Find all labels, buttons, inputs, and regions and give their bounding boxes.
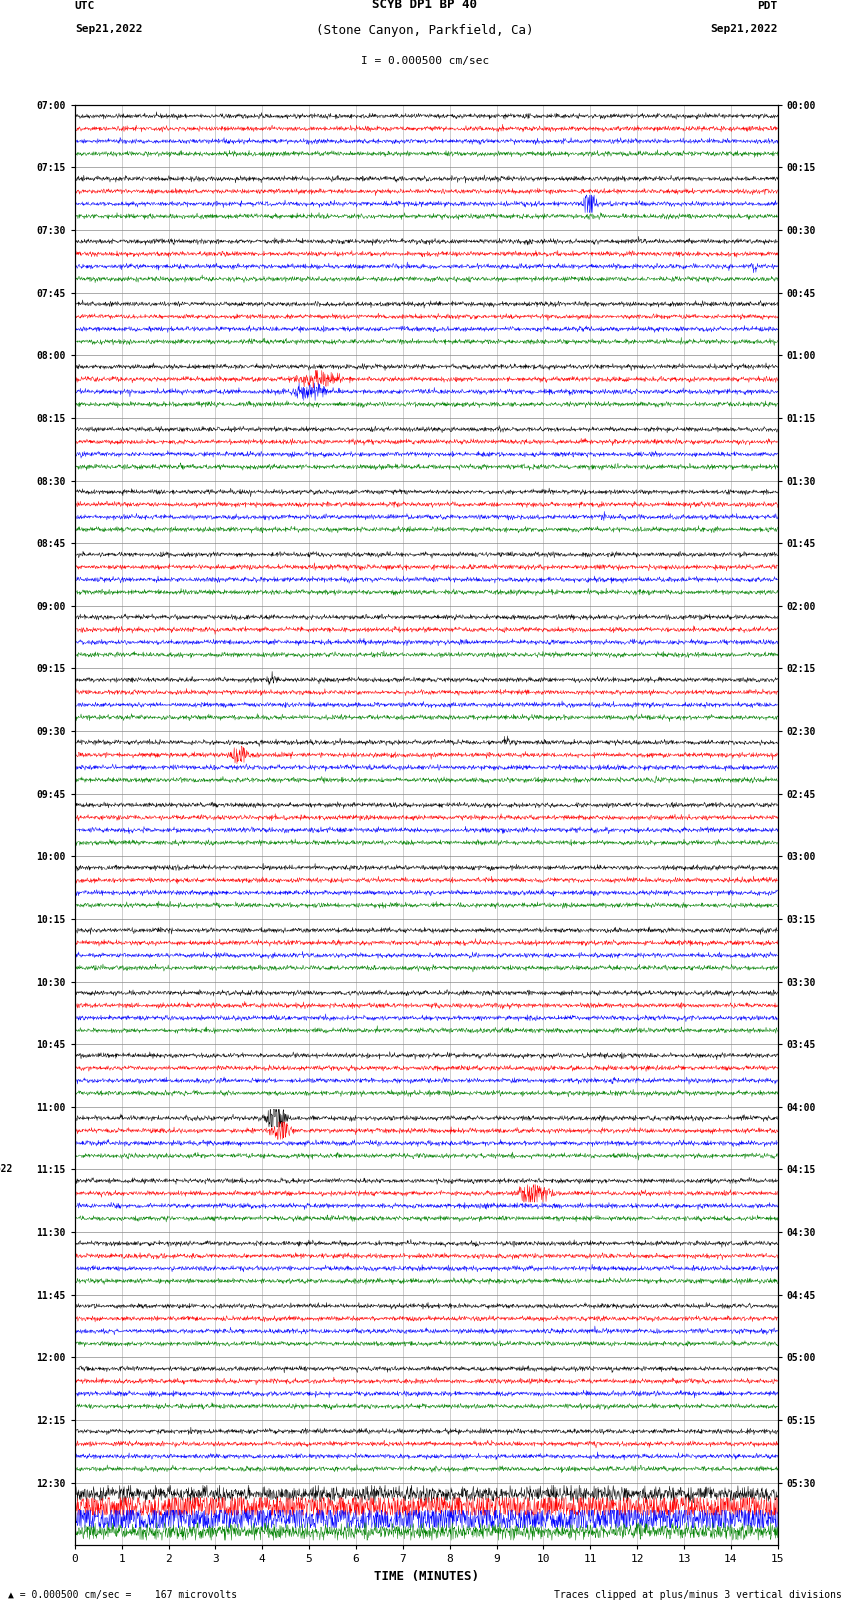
Text: Sep22: Sep22 [0,1165,12,1174]
Text: Sep21,2022: Sep21,2022 [75,24,142,34]
Text: (Stone Canyon, Parkfield, Ca): (Stone Canyon, Parkfield, Ca) [316,24,534,37]
Text: ▲ = 0.000500 cm/sec =    167 microvolts: ▲ = 0.000500 cm/sec = 167 microvolts [8,1590,238,1600]
Text: PDT: PDT [757,2,778,11]
Text: SCYB DP1 BP 40: SCYB DP1 BP 40 [372,0,478,11]
Text: Traces clipped at plus/minus 3 vertical divisions: Traces clipped at plus/minus 3 vertical … [553,1590,842,1600]
X-axis label: TIME (MINUTES): TIME (MINUTES) [374,1569,479,1582]
Text: Sep21,2022: Sep21,2022 [711,24,778,34]
Text: I = 0.000500 cm/sec: I = 0.000500 cm/sec [361,56,489,66]
Text: UTC: UTC [75,2,95,11]
